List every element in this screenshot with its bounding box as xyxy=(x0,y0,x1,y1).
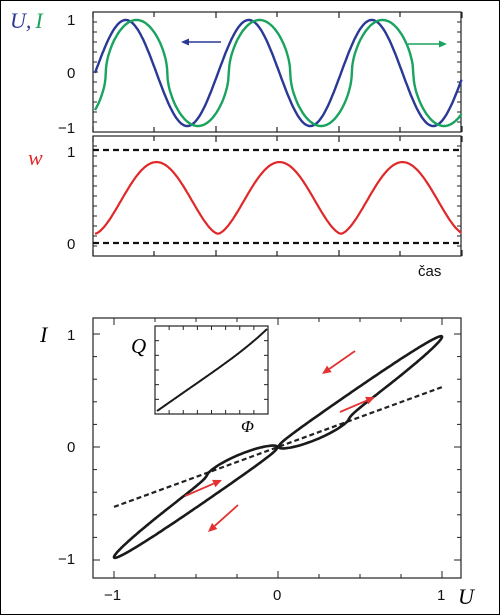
panel-hysteresis-xtick-0: 0 xyxy=(273,587,281,604)
series-w-line xyxy=(94,161,462,235)
panel-hysteresis-xlabel: U xyxy=(458,584,476,609)
panel-ui-ytick-m1: −1 xyxy=(58,120,75,137)
inset-curve xyxy=(156,328,268,412)
series-linear-dashed xyxy=(113,386,443,508)
panel-hysteresis-ytick-m1: −1 xyxy=(58,551,75,568)
panel-ui: U, I 1 0 −1 xyxy=(10,8,463,137)
panel-w-frame xyxy=(92,135,462,257)
red-arrow xyxy=(339,396,375,413)
panel-ui-frame xyxy=(92,11,462,133)
inset-ylabel: Q xyxy=(131,334,146,358)
panel-hysteresis-xtick-1: 1 xyxy=(437,587,445,604)
series-U-line xyxy=(93,18,463,128)
inset-ticks xyxy=(155,326,268,414)
panel-ui-ylabel: U, I xyxy=(10,8,44,33)
panel-w: w 1 0 čas xyxy=(28,135,463,280)
panel-ui-ytick-0: 0 xyxy=(67,65,75,82)
panel-hysteresis-xtick-m1: −1 xyxy=(104,587,121,604)
panel-w-ytick-0: 0 xyxy=(67,236,75,253)
panel-hysteresis-ticks xyxy=(93,318,461,578)
panel-hysteresis: Q Φ I U 1 0 −1 −1 0 1 xyxy=(39,317,476,609)
green-arrow xyxy=(408,40,447,48)
inset: Q Φ xyxy=(131,325,269,436)
panel-hysteresis-ytick-0: 0 xyxy=(67,439,75,456)
panel-w-ticks xyxy=(92,135,463,256)
panel-ui-ytick-1: 1 xyxy=(67,12,75,29)
inset-xlabel: Φ xyxy=(241,417,254,436)
panel-hysteresis-ytick-1: 1 xyxy=(67,327,75,344)
panel-ui-ticks xyxy=(92,11,463,132)
panel-w-ylabel: w xyxy=(28,145,43,170)
red-arrow xyxy=(208,504,239,532)
panel-hysteresis-frame xyxy=(92,317,462,579)
red-arrow xyxy=(184,479,222,497)
blue-arrow xyxy=(181,38,221,46)
panel-w-xlabel: čas xyxy=(418,263,441,280)
series-hysteresis-loop xyxy=(112,334,444,560)
direction-arrows xyxy=(184,350,375,532)
panel-hysteresis-ylabel: I xyxy=(39,322,49,347)
series-I-line xyxy=(93,18,463,128)
red-arrow xyxy=(322,350,356,374)
panel-w-ytick-1: 1 xyxy=(67,144,75,161)
